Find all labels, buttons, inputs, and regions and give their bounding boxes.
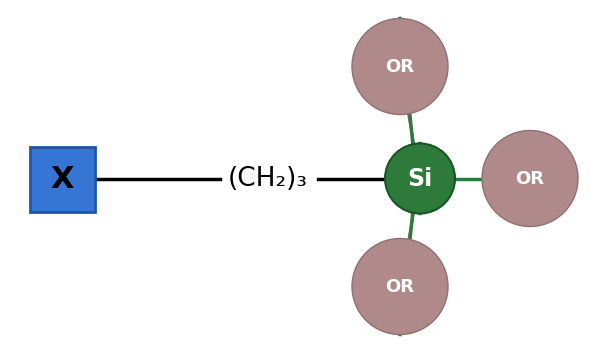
Circle shape (352, 239, 448, 335)
Text: Si: Si (407, 167, 433, 191)
Text: (CH₂)₃: (CH₂)₃ (228, 166, 308, 191)
FancyBboxPatch shape (30, 146, 95, 211)
Circle shape (482, 131, 578, 227)
Text: OR: OR (515, 169, 545, 187)
Circle shape (352, 18, 448, 114)
Circle shape (385, 144, 455, 214)
Text: X: X (51, 164, 74, 193)
Text: OR: OR (386, 58, 415, 76)
Text: OR: OR (386, 277, 415, 295)
